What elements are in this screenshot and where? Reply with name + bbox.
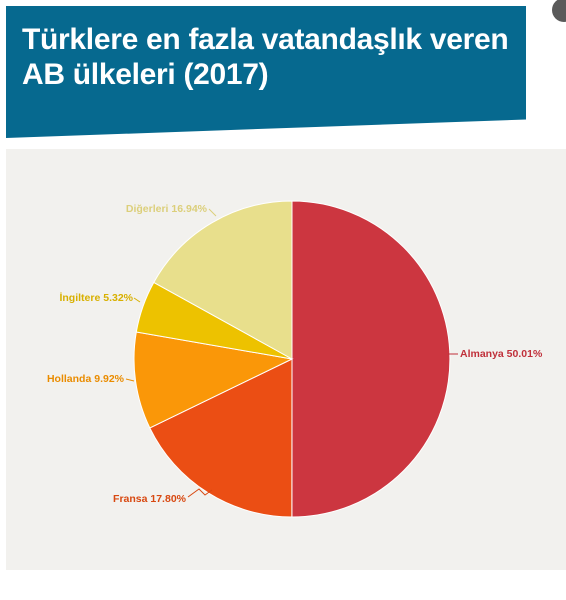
slice-label-5: Diğerleri 16.94% (126, 203, 208, 215)
leader-line-2 (187, 488, 213, 498)
slice-label-3: Hollanda 9.92% (47, 373, 125, 385)
pie-slice-5 (153, 200, 293, 360)
slice-labels: Almanya 50.01% Fransa 17.80% Hollanda 9.92… (47, 203, 543, 505)
leader-line-4 (133, 297, 141, 303)
leader-line-3 (125, 378, 135, 382)
leader-lines (125, 208, 458, 498)
corner-dot (552, 0, 566, 22)
pie-slices (133, 200, 451, 518)
slice-label-4: İngiltere 5.32% (59, 291, 133, 304)
leader-line-5 (208, 208, 217, 217)
pie-slice-1 (291, 200, 451, 518)
pie-slice-3 (133, 331, 294, 429)
chart-title: Türklere en fazla vatandaşlık veren AB ü… (22, 23, 509, 91)
slice-label-2: Fransa 17.80% (113, 493, 187, 505)
title-banner (6, 6, 526, 138)
slice-label-1: Almanya 50.01% (460, 348, 543, 360)
